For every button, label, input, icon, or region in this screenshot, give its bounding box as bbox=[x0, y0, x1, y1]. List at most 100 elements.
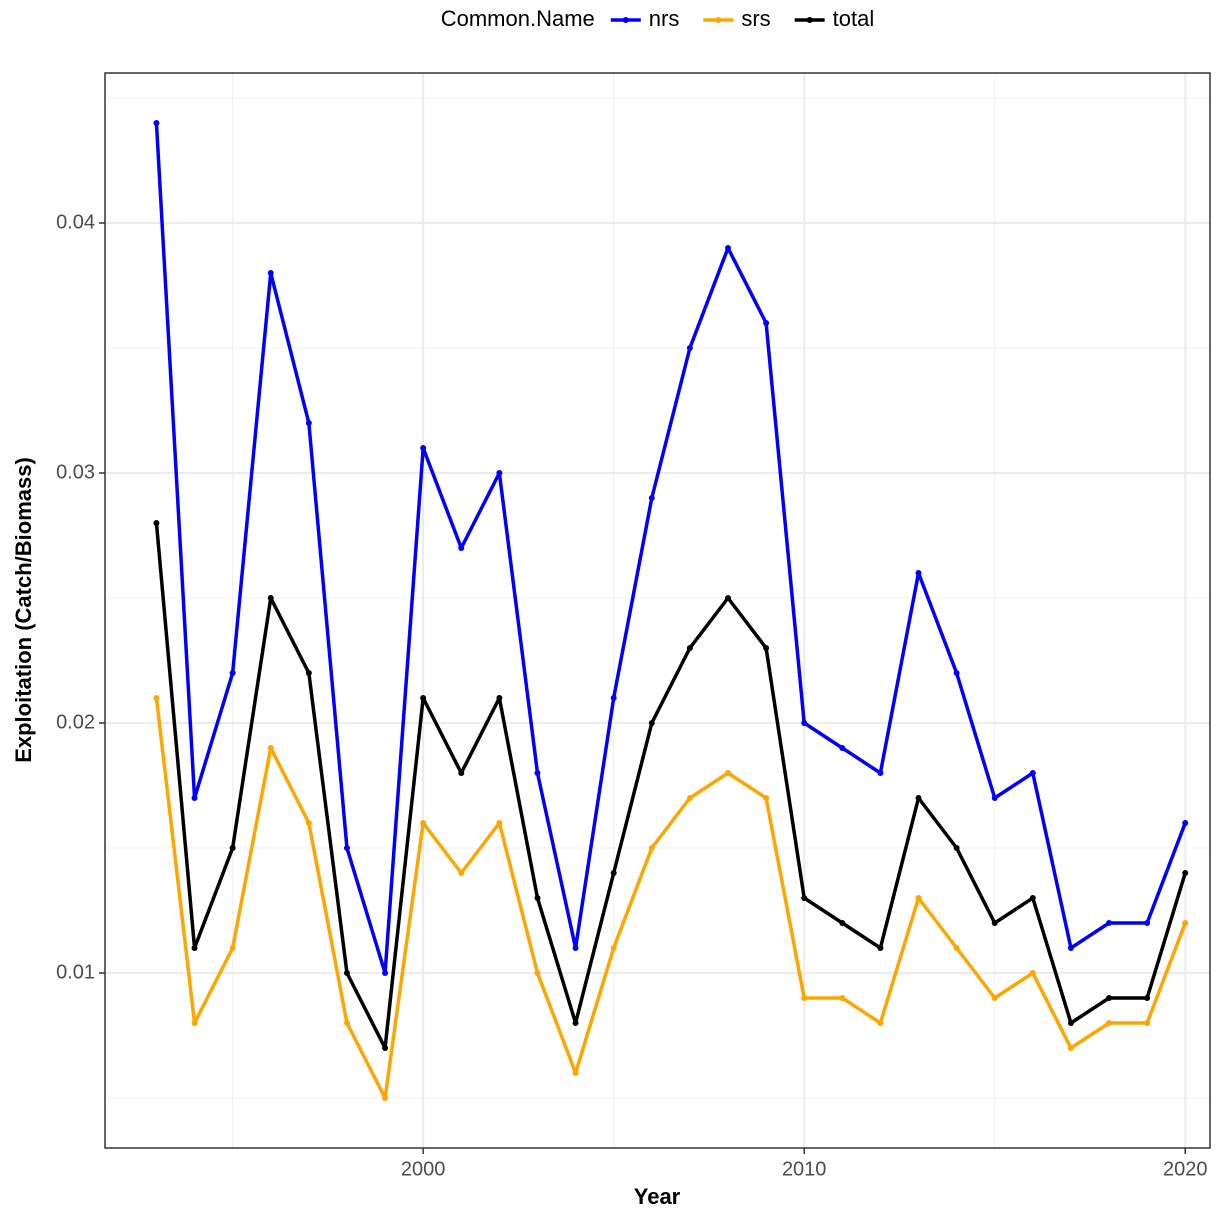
legend-key-point bbox=[622, 17, 629, 23]
point bbox=[839, 920, 846, 926]
x-tick-label: 2020 bbox=[1163, 1158, 1208, 1180]
point bbox=[991, 795, 998, 801]
point bbox=[496, 470, 503, 476]
y-axis-title: Exploitation (Catch/Biomass) bbox=[11, 457, 36, 763]
plot-border bbox=[104, 72, 1211, 1149]
legend-label: total bbox=[833, 6, 875, 31]
point bbox=[915, 570, 922, 576]
point bbox=[953, 945, 960, 951]
point bbox=[801, 995, 808, 1001]
point bbox=[572, 1020, 579, 1026]
point bbox=[534, 895, 541, 901]
point bbox=[801, 720, 808, 726]
series-line bbox=[154, 697, 1187, 1100]
point bbox=[1144, 1020, 1151, 1026]
x-tick-label: 2010 bbox=[782, 1158, 827, 1180]
point bbox=[877, 945, 884, 951]
point bbox=[953, 845, 960, 851]
point bbox=[1182, 870, 1189, 876]
point bbox=[420, 695, 427, 701]
point bbox=[1144, 995, 1151, 1001]
series-line bbox=[154, 122, 1187, 975]
point bbox=[153, 695, 160, 701]
point bbox=[534, 770, 541, 776]
point bbox=[572, 1070, 579, 1076]
point bbox=[1029, 970, 1036, 976]
point bbox=[191, 945, 198, 951]
point bbox=[839, 745, 846, 751]
point bbox=[648, 495, 655, 501]
point bbox=[991, 920, 998, 926]
point bbox=[877, 1020, 884, 1026]
point bbox=[305, 420, 312, 426]
point bbox=[191, 1020, 198, 1026]
point bbox=[686, 645, 693, 651]
plot-background bbox=[105, 73, 1210, 1148]
y-tick-label: 0.01 bbox=[56, 961, 95, 983]
x-axis-title: Year bbox=[634, 1184, 681, 1209]
point bbox=[267, 595, 274, 601]
point bbox=[877, 770, 884, 776]
point bbox=[763, 795, 770, 801]
point bbox=[1067, 1045, 1074, 1051]
point bbox=[610, 695, 617, 701]
legend: Common.Name nrs srs total bbox=[441, 6, 875, 31]
point bbox=[1106, 995, 1113, 1001]
point bbox=[1144, 920, 1151, 926]
point bbox=[991, 995, 998, 1001]
legend-label: srs bbox=[741, 6, 770, 31]
point bbox=[953, 670, 960, 676]
point bbox=[343, 845, 350, 851]
point bbox=[382, 1095, 389, 1101]
point bbox=[382, 1045, 389, 1051]
point bbox=[496, 695, 503, 701]
point bbox=[229, 845, 236, 851]
point bbox=[915, 895, 922, 901]
point bbox=[839, 995, 846, 1001]
point bbox=[686, 795, 693, 801]
point bbox=[343, 970, 350, 976]
point bbox=[763, 645, 770, 651]
y-tick-label: 0.04 bbox=[56, 211, 95, 233]
point bbox=[724, 770, 731, 776]
x-tick-label: 2000 bbox=[401, 1158, 446, 1180]
point bbox=[382, 970, 389, 976]
y-tick-label: 0.02 bbox=[56, 711, 95, 733]
point bbox=[724, 595, 731, 601]
point bbox=[496, 820, 503, 826]
point bbox=[1029, 770, 1036, 776]
point bbox=[534, 970, 541, 976]
legend-label: nrs bbox=[649, 6, 680, 31]
legend-title: Common.Name bbox=[441, 6, 595, 31]
point bbox=[458, 870, 465, 876]
point bbox=[801, 895, 808, 901]
point bbox=[648, 720, 655, 726]
point bbox=[1067, 945, 1074, 951]
point bbox=[420, 820, 427, 826]
point bbox=[610, 870, 617, 876]
point bbox=[153, 120, 160, 126]
point bbox=[1182, 820, 1189, 826]
point bbox=[1029, 895, 1036, 901]
point bbox=[153, 520, 160, 526]
point bbox=[458, 545, 465, 551]
point bbox=[1106, 920, 1113, 926]
point bbox=[267, 745, 274, 751]
point bbox=[305, 820, 312, 826]
point bbox=[305, 670, 312, 676]
point bbox=[1106, 1020, 1113, 1026]
point bbox=[229, 670, 236, 676]
legend-key-point bbox=[806, 17, 813, 23]
point bbox=[229, 945, 236, 951]
point bbox=[1067, 1020, 1074, 1026]
point bbox=[572, 945, 579, 951]
point bbox=[648, 845, 655, 851]
point bbox=[1182, 920, 1189, 926]
point bbox=[610, 945, 617, 951]
point bbox=[458, 770, 465, 776]
series-line bbox=[154, 522, 1187, 1050]
point bbox=[267, 270, 274, 276]
point bbox=[343, 1020, 350, 1026]
y-tick-label: 0.03 bbox=[56, 461, 95, 483]
